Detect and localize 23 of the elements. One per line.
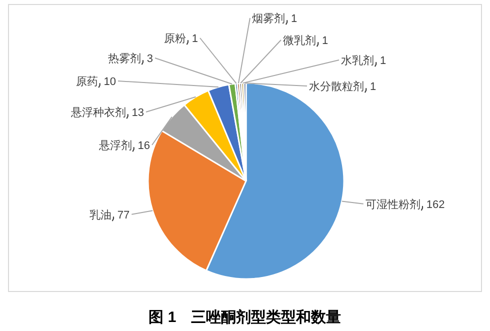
slice-label: 烟雾剂 (252, 12, 285, 25)
data-label: 10 (104, 76, 116, 88)
slice-label: 微乳剂 (283, 34, 316, 47)
data-label: 1 (370, 81, 376, 93)
data-label: 1 (291, 13, 298, 25)
data-label: 13 (132, 107, 144, 119)
slice-label: 热雾剂 (108, 52, 141, 65)
data-label: 1 (192, 33, 198, 45)
data-label: 1 (322, 35, 328, 47)
slice-label: 原粉 (164, 33, 186, 45)
data-label: 77 (117, 209, 130, 222)
data-label: 162 (426, 198, 445, 211)
data-label: 3 (146, 53, 153, 65)
slice-label: 悬浮种衣剂 (70, 106, 126, 119)
data-label: 1 (380, 55, 386, 67)
slice-label: 悬浮剂 (98, 139, 132, 152)
slice-label: 水乳剂 (341, 54, 374, 67)
slice-label: 水分散粒剂 (309, 80, 364, 93)
slice-label: 乳油 (89, 208, 112, 222)
text: 图 1 三唑酮剂型类型和数量 (148, 308, 342, 326)
data-label: 16 (138, 140, 150, 152)
slice-label: 原药 (76, 75, 98, 88)
slice-label: 可湿性粉剂 (365, 198, 420, 211)
